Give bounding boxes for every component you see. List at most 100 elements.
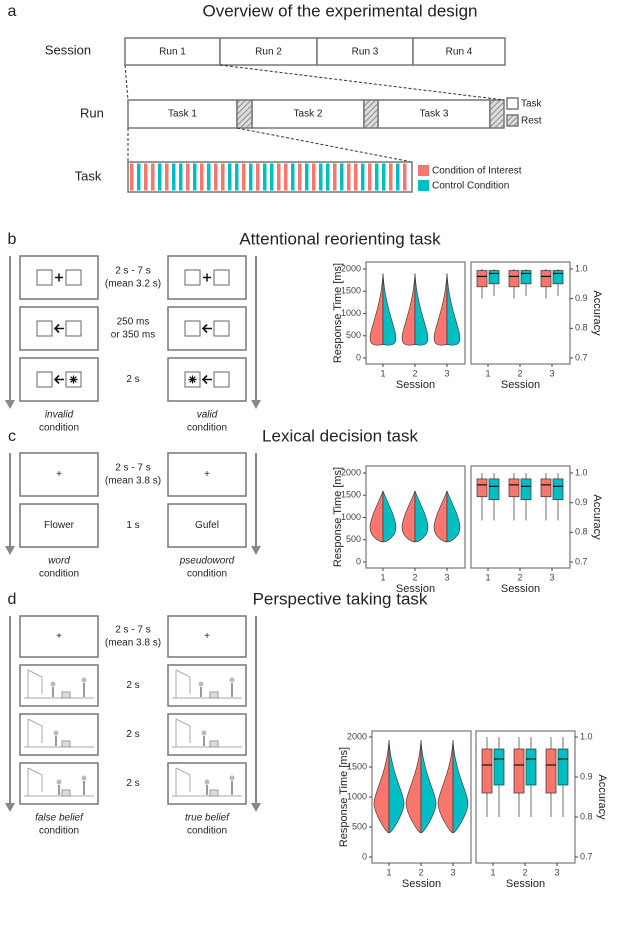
box-body [476,270,488,288]
label: + [204,631,210,642]
time-arrow-head [5,400,15,409]
label: 1 [380,572,385,582]
label: Session [396,379,435,391]
stripe [368,163,372,191]
label: condition [39,423,79,434]
cue-box [184,320,201,337]
box-body [488,270,500,285]
stripe [165,163,169,191]
box-body [493,748,505,786]
scene [172,718,242,748]
time-arrow-head [251,400,261,409]
label: 1.0 [575,263,588,273]
scene-basket [209,740,219,748]
label: 1500 [347,761,367,771]
label: 2 [517,368,522,378]
label: Task [75,168,102,183]
label: 2 [412,572,417,582]
scene [24,767,94,797]
label: 1 [485,572,490,582]
box [412,37,506,66]
label: Response Time [ms] [332,467,344,567]
label: Run 4 [446,47,473,58]
label: d [8,591,17,608]
label: 3 [444,572,449,582]
legend-swatch [418,165,429,176]
violin-half [446,490,461,543]
violin-half [401,490,416,543]
stripe [151,163,155,191]
box-body [552,478,564,501]
scene [24,718,94,748]
violin-half [433,273,448,346]
target [70,376,77,383]
stripe [137,163,141,191]
stripe [256,163,260,191]
cue-arrow [201,323,212,334]
scene-basket [209,789,219,797]
label: 3 [554,867,559,877]
label: (mean 3.8 s) [105,476,161,487]
label: 2 s - 7 s [115,463,151,474]
scene-person [204,779,210,785]
label: Task 2 [294,109,323,120]
stripe [403,163,407,191]
box-body [513,748,525,794]
label: 0.7 [575,352,588,362]
box [363,99,379,129]
label: + [204,469,210,480]
scene-person [81,775,87,781]
label: 3 [444,368,449,378]
label: 1 s [126,520,139,531]
scene-person [53,730,59,736]
label: Perspective taking task [253,589,428,608]
box-body [557,748,569,786]
cue-arrow [53,323,64,334]
label: 2 s [126,680,139,691]
scene-basket [61,789,71,797]
stripe [158,163,162,191]
label: Attentional reorienting task [239,229,441,248]
label: Session [506,878,545,890]
label: condition [39,569,79,580]
label: condition [187,569,227,580]
label: condition [187,826,227,837]
label: 2 [418,867,423,877]
box [19,452,99,497]
label: valid [197,410,218,421]
label: 0.9 [575,497,588,507]
scene-person [50,681,56,687]
stripe [382,163,386,191]
cue-box [184,269,201,286]
box [377,99,491,129]
label: 2000 [347,731,367,741]
box [124,37,221,66]
label: Response Time [ms] [338,747,350,847]
time-arrow-head [5,803,15,812]
scene [24,669,94,699]
label: 1000 [347,791,367,801]
label: 1 [485,368,490,378]
label: Run [80,105,104,120]
scene-basket [61,740,71,748]
stripe [277,163,281,191]
cue-box [213,371,230,388]
label: Task 1 [168,109,197,120]
label: Run 3 [352,47,379,58]
stripe [347,163,351,191]
label: Session [396,583,435,595]
cue-box [36,320,53,337]
stripe [396,163,400,191]
label: 500 [352,821,367,831]
box [236,99,253,129]
time-arrow-head [251,803,261,812]
label: 0.9 [580,771,593,781]
zoom-line [219,64,505,101]
label: (mean 3.2 s) [105,279,161,290]
time-arrow-head [251,546,261,555]
label: 1500 [341,286,361,296]
scene-person [198,681,204,687]
label: 0.9 [575,293,588,303]
stripe [186,163,190,191]
cue-box [65,320,82,337]
